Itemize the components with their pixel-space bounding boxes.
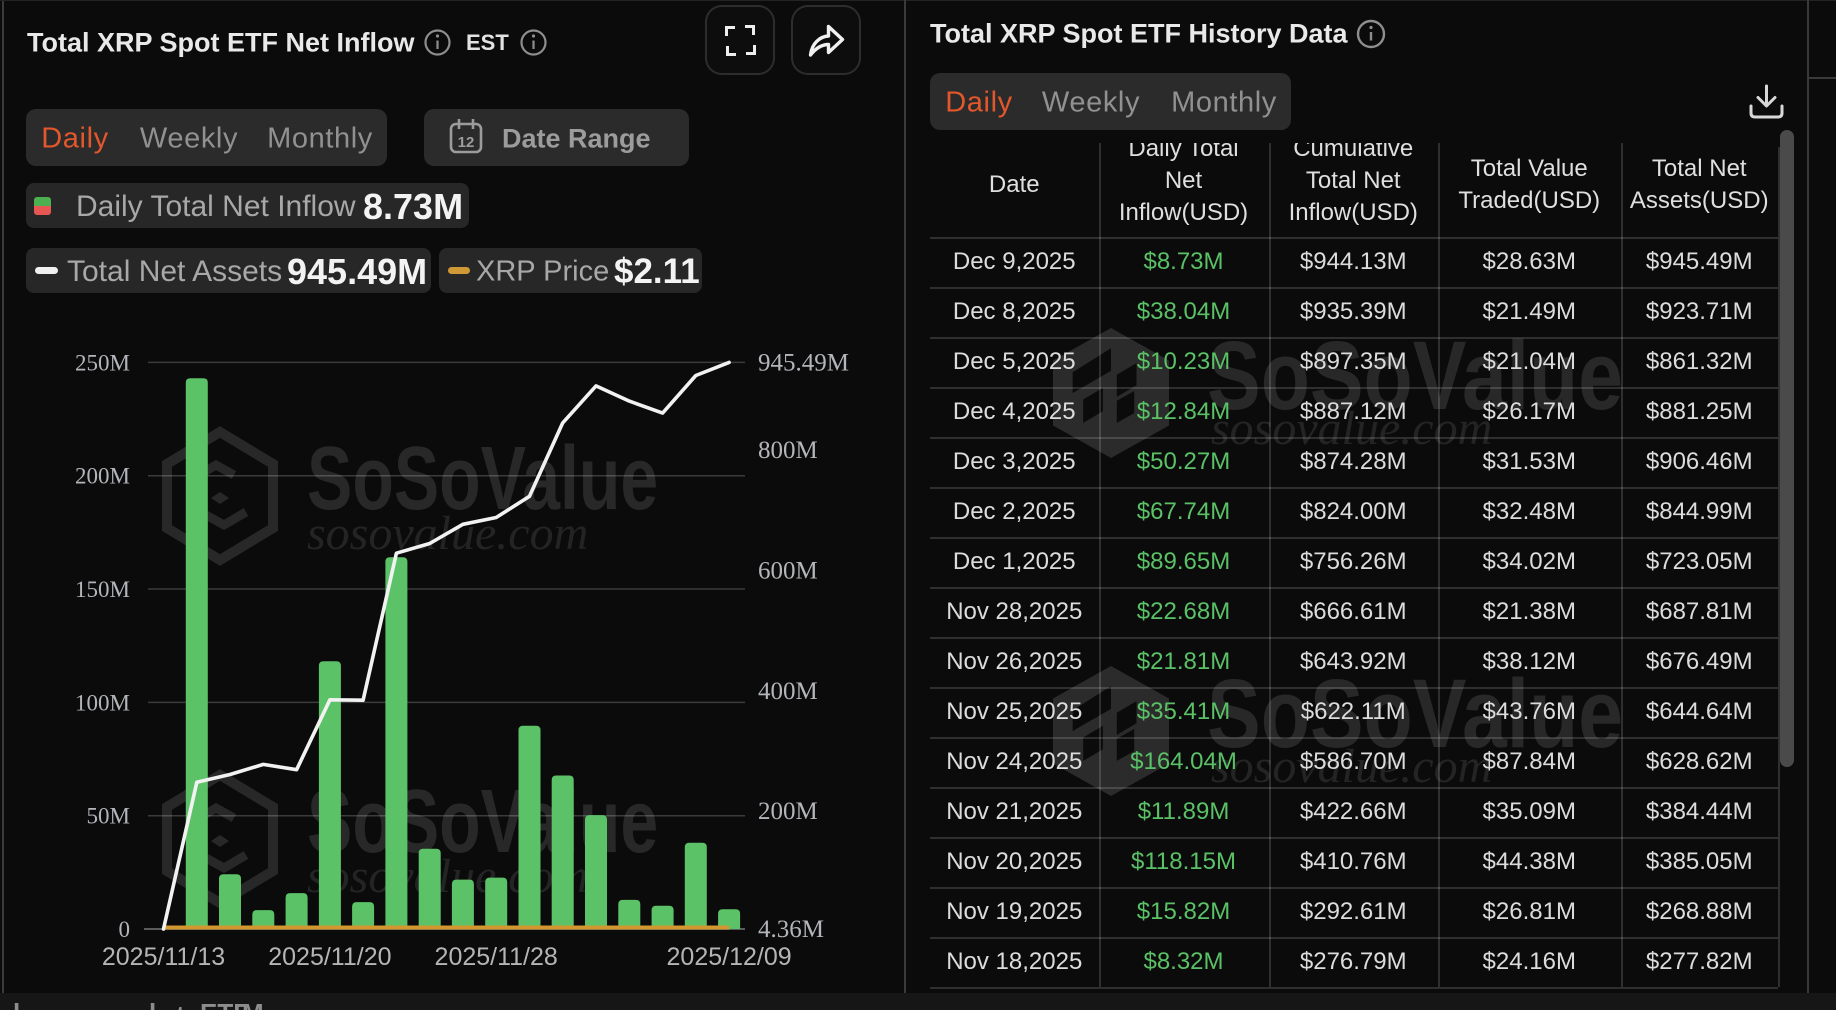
svg-text:200M: 200M: [758, 798, 818, 825]
svg-text:2025/12/09: 2025/12/09: [667, 943, 792, 971]
svg-text:200M: 200M: [75, 464, 130, 489]
svg-text:800M: 800M: [758, 437, 818, 464]
svg-text:50M: 50M: [87, 804, 130, 829]
svg-text:12: 12: [458, 134, 475, 151]
svg-text:sosovalue.com: sosovalue.com: [1211, 740, 1492, 793]
svg-text:SoSoValue: SoSoValue: [307, 428, 658, 528]
svg-text:250M: 250M: [75, 350, 130, 375]
svg-text:100M: 100M: [75, 690, 130, 715]
svg-text:400M: 400M: [758, 678, 818, 705]
svg-text:4.36M: 4.36M: [758, 916, 824, 943]
svg-text:SoSoValue: SoSoValue: [1207, 321, 1623, 430]
svg-text:sosovalue.com: sosovalue.com: [1211, 402, 1492, 455]
svg-text:2025/11/20: 2025/11/20: [268, 943, 391, 971]
svg-text:600M: 600M: [758, 557, 818, 584]
svg-text:0: 0: [119, 917, 131, 942]
svg-text:150M: 150M: [75, 577, 130, 602]
svg-text:2025/11/13: 2025/11/13: [102, 943, 225, 971]
svg-text:2025/11/28: 2025/11/28: [435, 943, 558, 971]
svg-text:sosovalue.com: sosovalue.com: [307, 850, 588, 903]
svg-text:SoSoValue: SoSoValue: [1207, 659, 1623, 768]
svg-text:945.49M: 945.49M: [758, 349, 849, 376]
